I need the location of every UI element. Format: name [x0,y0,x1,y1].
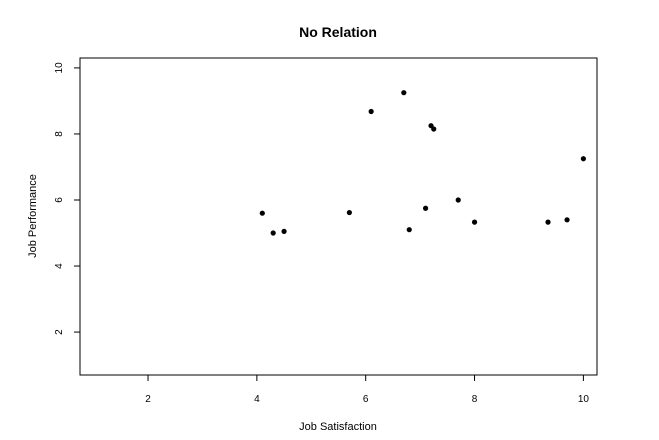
data-point [259,210,265,216]
y-tick-label: 10 [54,62,65,74]
x-tick-label: 10 [578,394,590,405]
data-point [471,219,478,225]
plot-frame [79,57,598,376]
data-points [259,90,586,236]
y-tick-label: 6 [54,197,65,203]
data-point [406,227,412,233]
data-point [545,219,551,225]
data-point [431,126,437,132]
data-point [455,197,461,203]
x-tick-label: 8 [472,394,478,405]
x-tick-label: 4 [254,394,260,405]
y-tick-label: 8 [54,131,65,137]
data-point [281,228,287,234]
x-axis: 2 4 6 8 10 [145,375,589,405]
y-tick-label: 2 [54,329,65,335]
data-point [270,230,276,236]
y-tick-label: 4 [54,263,65,269]
y-axis-label: Job Performance [27,174,39,258]
data-point [564,217,570,223]
x-tick-label: 2 [145,394,151,405]
data-point [422,205,429,211]
data-point [368,108,374,115]
data-point [346,209,352,216]
x-axis-label: Job Satisfaction [299,421,377,433]
chart-title: No Relation [299,24,377,40]
x-tick-label: 6 [363,394,369,405]
data-point [401,90,407,96]
y-axis: 2 4 6 8 10 [54,62,80,335]
data-point [580,156,586,162]
